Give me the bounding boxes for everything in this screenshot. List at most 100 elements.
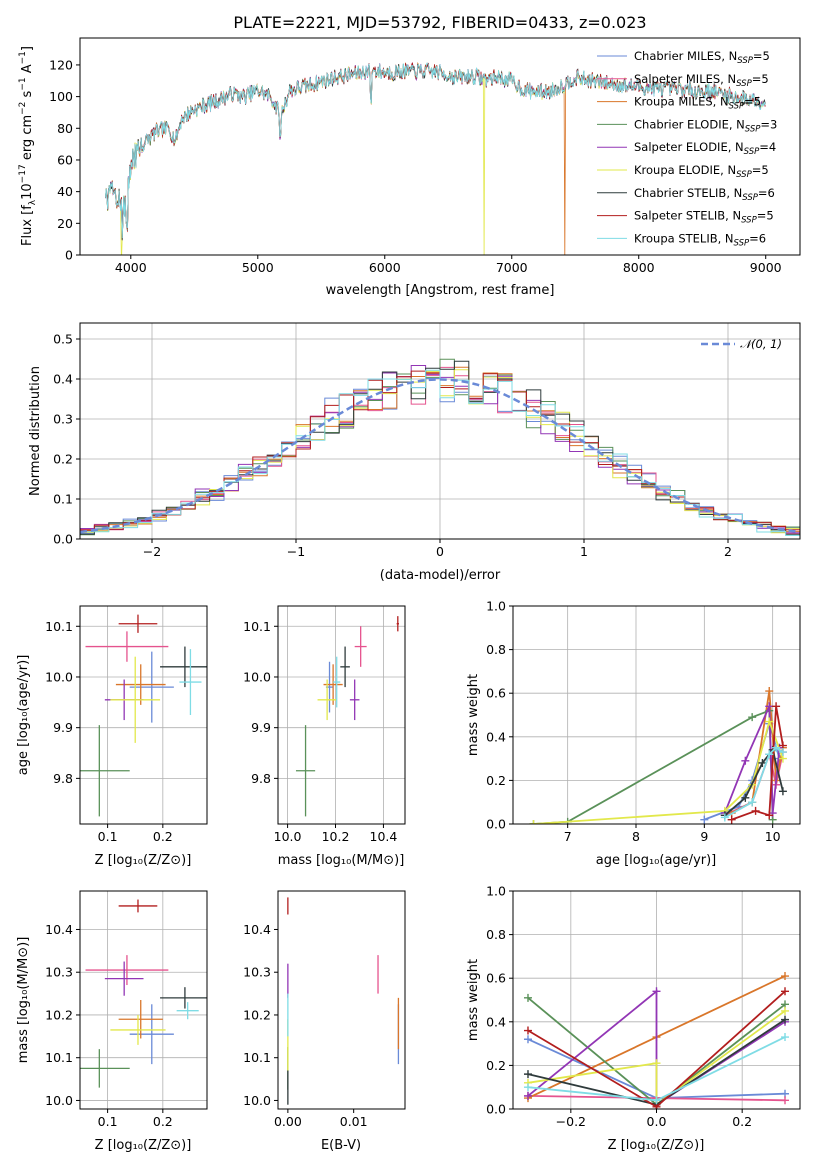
y-tick-label: 40 xyxy=(57,184,73,199)
legend-nssp: =6 xyxy=(758,186,775,200)
marker-chabrier-stelib xyxy=(778,787,787,796)
x-tick-label: 4000 xyxy=(115,260,147,275)
y-tick-label: 0 xyxy=(65,248,73,263)
legend-series-name: Kroupa MILES, N xyxy=(634,95,729,109)
spectrum-panel: PLATE=2221, MJD=53792, FIBERID=0433, z=0… xyxy=(18,13,801,298)
y-tick-label: 10.4 xyxy=(243,922,271,937)
marker-kroupa-miles xyxy=(781,972,790,981)
errorbar-kroupa-stelib xyxy=(179,649,202,715)
legend-nssp: =5 xyxy=(753,49,770,63)
marker-kroupa-stelib xyxy=(748,798,757,807)
y-tick-label: 10.3 xyxy=(243,965,271,980)
x-tick-label: 1 xyxy=(580,544,588,559)
mass-vs-ebv-xlabel: E(B-V) xyxy=(321,1138,361,1153)
legend-subscript: SSP xyxy=(745,124,761,134)
spectrum-xlabel: wavelength [Angstrom, rest frame] xyxy=(326,283,555,298)
line-kroupa-elodie xyxy=(527,1010,786,1107)
x-tick-label: −0.2 xyxy=(556,1114,586,1129)
legend-nssp: =5 xyxy=(752,72,769,86)
mass-weight-vs-age-panel: 7 8 9 10 0.0 0.2 0.4 0.6 0.8 1.0 age [log₁₀(age/y… xyxy=(466,599,801,868)
x-tick-label: −1 xyxy=(287,544,305,559)
y-tick-label: 20 xyxy=(57,216,73,231)
y-tick-label: 0.4 xyxy=(53,372,73,387)
marker-kroupa-elodie xyxy=(765,717,774,726)
legend-label-chabrier-stelib: Chabrier STELIB, NSSP=6 xyxy=(634,186,775,203)
errorbar-kroupa-elodie xyxy=(317,679,337,721)
y-tick-label: 10.2 xyxy=(243,1007,271,1022)
legend-nssp: =5 xyxy=(757,209,774,223)
y-tick-label: 9.8 xyxy=(251,771,271,786)
marker-salpeter-elodie xyxy=(523,1091,532,1100)
mass-vs-ebv-frame xyxy=(277,890,406,1110)
marker-salpeter-stelib xyxy=(772,702,781,711)
age-vs-z-ylabel: age [log₁₀(age/yr)] xyxy=(16,655,31,776)
marker-chabrier-stelib xyxy=(758,758,767,767)
marker-chabrier-miles xyxy=(523,1035,532,1044)
legend-label-chabrier-miles: Chabrier MILES, NSSP=5 xyxy=(634,49,770,66)
spectrum-line-kroupa-stelib xyxy=(105,62,766,239)
marker-kroupa-stelib xyxy=(720,813,729,822)
errorbar-kroupa-elodie xyxy=(110,1014,166,1045)
marker-kroupa-stelib xyxy=(781,1033,790,1042)
errorbar-kroupa-elodie xyxy=(110,656,161,743)
x-tick-label: 10.4 xyxy=(370,829,398,844)
legend-subscript: SSP xyxy=(736,79,752,89)
marker-chabrier-stelib xyxy=(523,1070,532,1079)
legend-subscript: SSP xyxy=(741,216,757,226)
legend-series-name: Salpeter ELODIE, N xyxy=(634,140,744,154)
legend-series-name: Chabrier MILES, N xyxy=(634,49,737,63)
y-tick-label: 0.2 xyxy=(486,1058,506,1073)
age-vs-mass-frame xyxy=(277,605,406,825)
errorbar-chabrier-elodie xyxy=(80,725,130,817)
errorbar-salpeter-miles xyxy=(354,626,367,667)
errorbar-kroupa-miles xyxy=(118,1000,163,1039)
mass-vs-ebv-plot-area xyxy=(287,897,400,1105)
spectrum-title: PLATE=2221, MJD=53792, FIBERID=0433, z=0… xyxy=(233,13,646,32)
x-tick-label: 0.1 xyxy=(98,829,118,844)
legend-series-name: Salpeter MILES, N xyxy=(634,72,736,86)
marker-salpeter-elodie xyxy=(652,987,661,996)
y-tick-label: 0.8 xyxy=(486,642,506,657)
mass-weight-vs-age-frame xyxy=(512,605,801,825)
y-tick-label: 0.1 xyxy=(53,492,73,507)
errorbar-salpeter-miles xyxy=(85,631,169,662)
x-tick-label: 7 xyxy=(564,829,572,844)
x-tick-label: 9 xyxy=(700,829,708,844)
age-vs-z-frame xyxy=(79,605,208,825)
age-vs-mass-panel: 10.0 10.2 10.4 9.8 9.9 10.0 10.1 mass [log₁₀(M… xyxy=(243,605,406,868)
x-tick-label: 0 xyxy=(436,544,444,559)
errorbar-salpeter-stelib xyxy=(396,616,400,632)
marker-salpeter-elodie xyxy=(741,756,750,765)
mass-vs-ebv-panel: 0.00 0.01 10.0 10.1 10.2 10.3 10.4 E(B-V) xyxy=(243,890,406,1153)
legend-label-kroupa-stelib: Kroupa STELIB, NSSP=6 xyxy=(634,231,766,248)
y-tick-label: 10.1 xyxy=(243,619,271,634)
mass-vs-z-xlabel: Z [log₁₀(Z/Z⊙)] xyxy=(95,1138,192,1153)
legend-subscript: SSP xyxy=(734,238,750,248)
x-tick-label: 2 xyxy=(724,544,732,559)
y-tick-label: 120 xyxy=(49,57,73,72)
y-tick-label: 9.9 xyxy=(53,720,73,735)
legend-label-salpeter-elodie: Salpeter ELODIE, NSSP=4 xyxy=(634,140,776,157)
mass-weight-vs-Z-plot-area xyxy=(513,891,800,1109)
legend-nssp: =5 xyxy=(752,163,769,177)
marker-kroupa-stelib xyxy=(523,1083,532,1092)
legend-label-chabrier-elodie: Chabrier ELODIE, NSSP=3 xyxy=(634,117,777,134)
legend-nssp: =6 xyxy=(749,231,766,245)
legend-nssp: =3 xyxy=(760,117,777,131)
y-tick-label: 0.4 xyxy=(486,1014,506,1029)
marker-chabrier-elodie xyxy=(748,713,757,722)
y-tick-label: 10.0 xyxy=(45,1093,73,1108)
marker-kroupa-stelib xyxy=(765,750,774,759)
y-tick-label: 1.0 xyxy=(486,599,506,614)
y-tick-label: 10.0 xyxy=(243,669,271,684)
errorbar-salpeter-stelib xyxy=(118,614,158,633)
legend-series-name: Kroupa ELODIE, N xyxy=(634,163,736,177)
x-tick-label: 0.01 xyxy=(340,1114,368,1129)
x-tick-label: 0.2 xyxy=(732,1114,752,1129)
mass-vs-z-ylabel: mass [log₁₀(M/M⊙)] xyxy=(16,937,31,1064)
y-tick-label: 80 xyxy=(57,121,73,136)
marker-salpeter-stelib xyxy=(781,987,790,996)
x-tick-label: 0.1 xyxy=(98,1114,118,1129)
marker-kroupa-miles xyxy=(765,687,774,696)
